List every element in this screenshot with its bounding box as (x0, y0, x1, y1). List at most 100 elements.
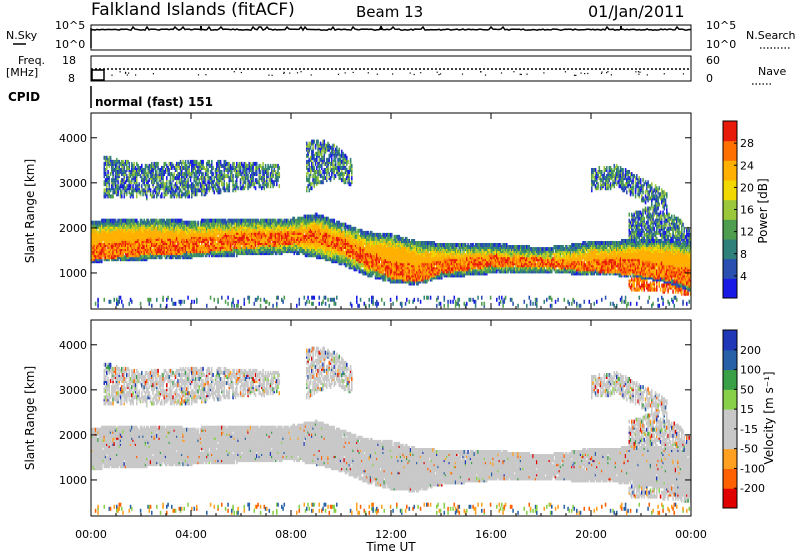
power-cell (311, 186, 313, 191)
freq-dot (513, 71, 515, 73)
power-cell (139, 230, 142, 235)
power-cell (176, 218, 178, 223)
power-cell (149, 172, 152, 177)
power-cell (152, 218, 154, 223)
power-cell (182, 230, 184, 235)
power-cell (146, 230, 148, 235)
power-cell (94, 247, 97, 252)
freq-dot (543, 72, 545, 74)
power-cell (221, 176, 223, 181)
power-cell (93, 241, 96, 245)
power-cell (106, 174, 108, 179)
power-cell (151, 239, 153, 243)
power-cell (131, 168, 133, 172)
power-cell (112, 218, 114, 223)
power-cell (113, 224, 116, 229)
power-cell (296, 303, 298, 308)
power-cell (118, 247, 121, 252)
power-cell (163, 172, 166, 177)
power-cell (104, 172, 107, 177)
power-cell (101, 232, 103, 237)
power-cell (234, 188, 237, 193)
power-cell (162, 166, 164, 170)
power-cell (227, 301, 229, 306)
power-cell (209, 224, 212, 229)
power-cell (171, 234, 173, 239)
power-cell (268, 301, 271, 306)
power-cell (197, 188, 199, 193)
power-cell (236, 230, 238, 235)
power-cell (106, 218, 108, 223)
power-cell (108, 230, 111, 235)
power-cell (151, 180, 153, 185)
power-cell (203, 218, 206, 223)
power-cell (206, 226, 208, 231)
power-cell (154, 247, 157, 252)
power-cell (116, 166, 118, 170)
power-cell (214, 218, 217, 223)
power-cell (218, 230, 221, 235)
freq-dot (271, 74, 273, 76)
power-cell (123, 180, 126, 185)
power-cell (214, 172, 217, 177)
power-cell (177, 241, 179, 245)
power-cell (179, 243, 182, 247)
power-cell (163, 253, 166, 258)
power-cell (198, 188, 201, 193)
power-cell (153, 194, 156, 199)
power-cell (226, 174, 228, 179)
power-cell (174, 247, 177, 252)
power-cell (124, 224, 127, 229)
power-cell (221, 172, 223, 177)
power-cell (234, 218, 237, 223)
power-cell (106, 180, 108, 185)
power-cell (224, 253, 227, 258)
power-cell (183, 172, 186, 177)
power-cell (113, 239, 116, 243)
power-cell (131, 178, 133, 183)
power-cell (124, 180, 127, 185)
power-cell (129, 224, 132, 229)
power-cell (223, 218, 226, 223)
power-cell (104, 230, 107, 235)
power-cell (262, 161, 264, 166)
power-cell (106, 184, 108, 189)
power-cell (154, 172, 157, 177)
power-cell (148, 178, 151, 183)
power-cell (131, 253, 133, 258)
power-cell (97, 220, 99, 225)
power-cell (92, 247, 94, 252)
power-cell (139, 224, 142, 229)
power-cell (114, 253, 117, 258)
power-cell (147, 297, 149, 302)
power-cell (207, 174, 209, 179)
power-cell (167, 253, 169, 258)
power-cell (202, 232, 204, 237)
power-cell (178, 253, 181, 258)
power-cell (152, 239, 154, 243)
power-cell (236, 239, 238, 243)
power-cell (169, 241, 172, 245)
power-cell (192, 166, 194, 170)
power-cell (157, 166, 159, 170)
power-cell (107, 188, 109, 193)
power-cell (202, 172, 204, 177)
power-cell (174, 253, 177, 258)
power-cell (117, 247, 119, 252)
power-cell (208, 230, 211, 235)
power-cell (132, 230, 134, 235)
power-cell (118, 186, 121, 191)
freq-dot (119, 71, 121, 73)
power-cell (226, 220, 228, 225)
power-cell (136, 224, 138, 229)
power-cell (159, 168, 162, 172)
power-cell (158, 255, 161, 260)
power-cell (123, 247, 126, 252)
power-cell (207, 168, 209, 172)
power-cell (152, 249, 154, 254)
power-cell (126, 159, 128, 164)
power-cell (199, 224, 202, 229)
power-cell (223, 159, 226, 164)
power-cell (184, 172, 187, 177)
